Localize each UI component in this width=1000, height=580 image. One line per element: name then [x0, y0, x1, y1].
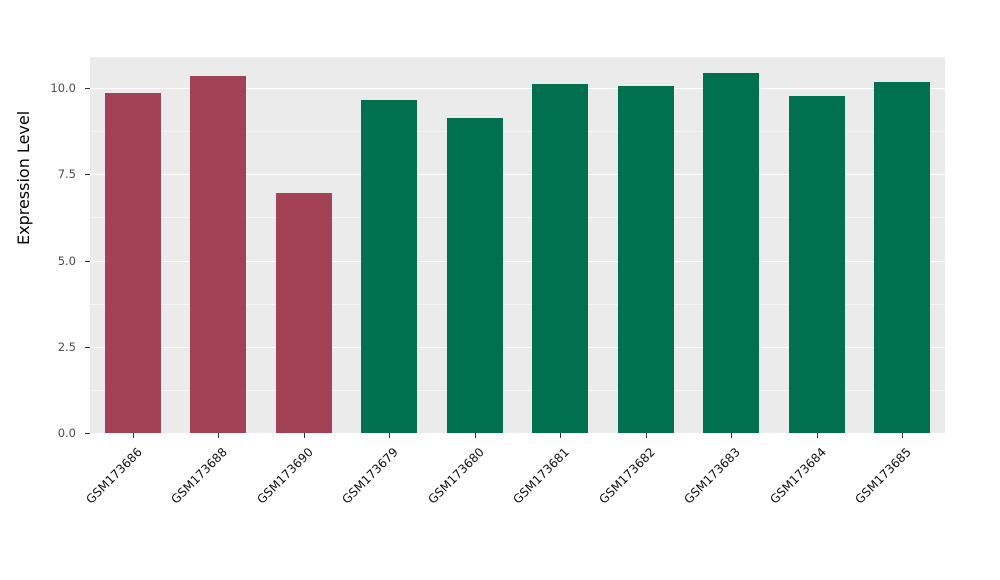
bar-GSM173681 [532, 83, 589, 433]
y-tick-mark [85, 433, 90, 434]
y-tick-label-7.5: 7.5 [57, 167, 76, 182]
minor-gridline [90, 217, 945, 219]
x-tick-mark [389, 433, 391, 438]
bar-GSM173686 [104, 92, 161, 433]
major-gridline [90, 174, 945, 176]
x-tick-mark [645, 433, 647, 438]
x-tick-mark [303, 433, 305, 438]
x-tick-label-GSM173681: GSM173681 [510, 445, 573, 507]
minor-gridline [90, 389, 945, 391]
x-tick-label-GSM173685: GSM173685 [852, 445, 915, 507]
y-tick-label-5.0: 5.0 [57, 253, 76, 268]
bar-GSM173683 [703, 73, 760, 433]
x-tick-mark [474, 433, 476, 438]
x-tick-label-GSM173688: GSM173688 [168, 445, 231, 507]
plot-panel [90, 57, 945, 434]
x-tick-label-GSM173683: GSM173683 [681, 445, 744, 507]
major-gridline [90, 346, 945, 348]
x-tick-label-GSM173680: GSM173680 [425, 445, 487, 507]
bar-GSM173684 [788, 95, 845, 433]
x-tick-label-GSM173690: GSM173690 [254, 445, 316, 507]
x-tick-label-GSM173679: GSM173679 [339, 445, 402, 507]
bar-GSM173682 [617, 85, 674, 433]
x-tick-mark [731, 433, 733, 438]
minor-gridline [90, 303, 945, 305]
y-tick-mark [85, 346, 90, 348]
x-tick-mark [902, 433, 904, 438]
bar-GSM173679 [361, 100, 418, 433]
x-tick-mark [218, 433, 220, 438]
y-tick-mark [85, 174, 90, 176]
x-tick-label-GSM173682: GSM173682 [596, 445, 658, 507]
major-gridline [90, 88, 945, 90]
y-tick-label-2.5: 2.5 [57, 339, 76, 354]
bar-GSM173685 [874, 82, 931, 433]
y-tick-mark [85, 260, 90, 262]
x-tick-mark [132, 433, 134, 438]
bar-GSM173690 [275, 192, 332, 433]
major-gridline [90, 260, 945, 262]
major-gridline [90, 433, 945, 434]
x-tick-label-GSM173686: GSM173686 [83, 445, 145, 507]
y-tick-label-0.0: 0.0 [57, 426, 76, 440]
minor-gridline [90, 131, 945, 133]
y-tick-label-10.0: 10.0 [50, 81, 76, 96]
bar-GSM173680 [446, 118, 503, 433]
x-tick-mark [816, 433, 818, 438]
x-tick-label-GSM173684: GSM173684 [767, 445, 829, 507]
x-tick-mark [560, 433, 562, 438]
y-tick-mark [85, 88, 90, 90]
bar-GSM173688 [190, 75, 247, 433]
